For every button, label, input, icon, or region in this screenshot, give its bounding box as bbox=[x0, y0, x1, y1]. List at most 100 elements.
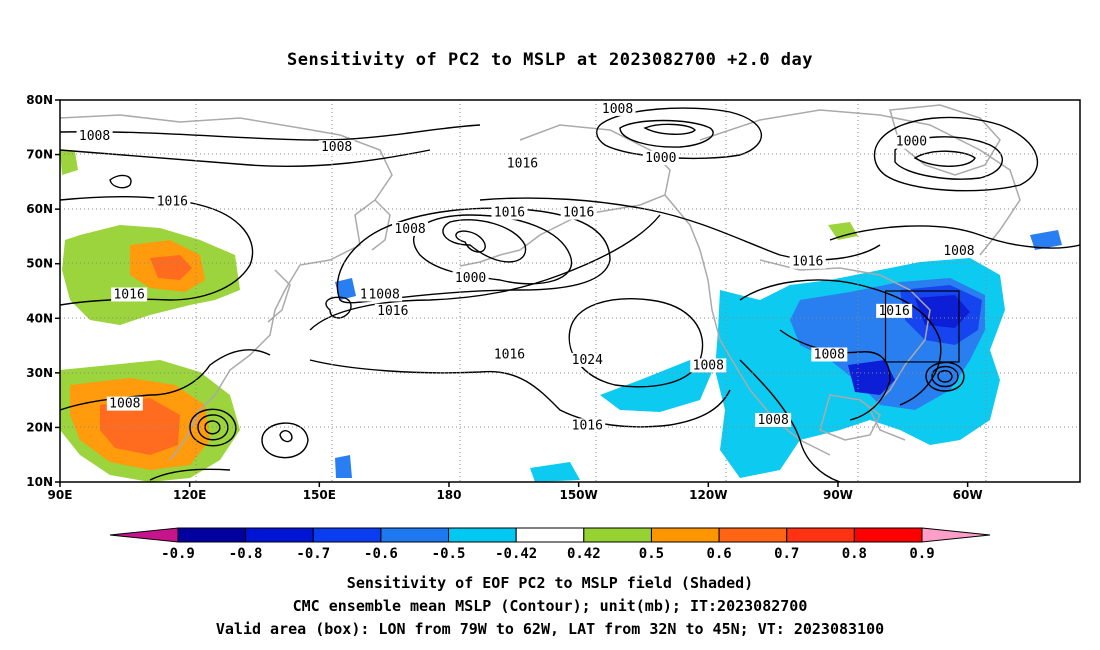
contour-label: 1008 bbox=[693, 358, 724, 373]
colorbar-label: -0.9 bbox=[161, 546, 195, 562]
contour-label: 1000 bbox=[645, 151, 676, 166]
lon-tick-label: 120W bbox=[689, 488, 727, 502]
contour-label: 1008 bbox=[321, 140, 352, 155]
map-title: Sensitivity of PC2 to MSLP at 2023082700… bbox=[286, 50, 813, 70]
contour-label-bg bbox=[940, 243, 977, 258]
negative-patch-pacific-blue bbox=[335, 455, 352, 478]
colorbar-swatch bbox=[853, 527, 923, 543]
contour-label: 1024 bbox=[572, 353, 603, 368]
contour-label-bg bbox=[569, 418, 606, 433]
colorbar-low-triangle bbox=[109, 527, 179, 543]
contour-north-am-1016 bbox=[479, 197, 881, 261]
coastline-aleutians bbox=[459, 249, 521, 267]
caption-line-1: Sensitivity of EOF PC2 to MSLP field (Sh… bbox=[346, 574, 754, 592]
colorbar-swatch bbox=[177, 527, 247, 543]
coastline-greenland bbox=[889, 104, 1001, 176]
contour-label: 1016 bbox=[157, 195, 188, 210]
colorbar-label: -0.7 bbox=[296, 546, 330, 562]
lat-tick-label: 10N bbox=[26, 475, 53, 489]
colorbar-swatch bbox=[650, 527, 720, 543]
colorbar-label: -0.6 bbox=[364, 546, 398, 562]
lat-tick-label: 80N bbox=[26, 93, 53, 107]
contour-label: 1008 bbox=[394, 222, 425, 237]
contour-label-bg bbox=[569, 352, 606, 367]
contour-label-bg bbox=[374, 303, 411, 318]
lat-tick-label: 20N bbox=[26, 420, 53, 434]
contour-label-bg bbox=[318, 140, 355, 155]
contour-north-1 bbox=[60, 124, 481, 141]
contour-greenland-low-1 bbox=[873, 116, 1039, 192]
contour-label-bg bbox=[106, 396, 143, 411]
lon-tick-label: 150E bbox=[303, 488, 336, 502]
contour-atlantic-1008 bbox=[829, 225, 1080, 249]
coastline-asia bbox=[60, 114, 393, 461]
contour-label: 1016 bbox=[113, 287, 144, 302]
contour-beaufort-core bbox=[643, 123, 696, 135]
coastline-japan bbox=[267, 269, 291, 323]
contour-label: 1008 bbox=[943, 244, 974, 259]
contour-kuril-low bbox=[325, 296, 352, 319]
contour-label-bg bbox=[392, 221, 429, 236]
coastline-alaska bbox=[519, 124, 671, 251]
contour-north-2 bbox=[60, 149, 431, 167]
mslp-contours bbox=[60, 107, 1080, 482]
lon-tick-label: 120E bbox=[173, 488, 206, 502]
lon-tick-label: 180 bbox=[436, 488, 461, 502]
contour-hurricane-1 bbox=[937, 370, 953, 383]
coastline-kamchatka bbox=[371, 199, 391, 251]
contour-label: 1008 bbox=[109, 397, 140, 412]
contour-label-bg bbox=[599, 101, 636, 116]
colorbar-label: 0.5 bbox=[639, 546, 664, 562]
contour-label-bg bbox=[452, 271, 489, 286]
contour-hurricane-3 bbox=[925, 361, 965, 392]
valid-area-box bbox=[884, 290, 960, 363]
contour-label-bg bbox=[690, 358, 727, 373]
contour-label: 1000 bbox=[455, 271, 486, 286]
negative-patch-gulf-core bbox=[848, 360, 895, 395]
contour-label-bg bbox=[154, 194, 191, 209]
colorbar-label: -0.5 bbox=[432, 546, 466, 562]
contour-trop-small-2 bbox=[261, 422, 309, 459]
contour-gulf-1008 bbox=[779, 329, 891, 421]
contour-label-bg bbox=[491, 205, 528, 220]
negative-patch-pacific-north bbox=[335, 278, 356, 300]
contour-label: 1016 bbox=[507, 156, 538, 171]
contour-label-bg bbox=[560, 205, 597, 220]
longitude-axis: 90E 120E 150E 180 150W 120W 90W 60W bbox=[48, 482, 983, 502]
contour-label-bg bbox=[755, 412, 792, 427]
coastlines bbox=[60, 104, 1021, 461]
lon-tick-label: 90W bbox=[823, 488, 853, 502]
coastline-north-america-east bbox=[759, 259, 931, 441]
contour-label: 1008 bbox=[602, 102, 633, 117]
colorbar-swatch bbox=[380, 527, 450, 543]
contour-label: 1008 bbox=[814, 347, 845, 362]
contour-east-us-1016 bbox=[739, 279, 942, 406]
contour-label: 1016 bbox=[878, 304, 909, 319]
contour-label-bg bbox=[642, 151, 679, 166]
colorbar-swatch bbox=[786, 527, 855, 543]
contour-greenland-low-2 bbox=[894, 136, 1003, 180]
contour-asia-small bbox=[109, 174, 132, 189]
contour-pacific-1016 bbox=[309, 214, 661, 331]
contour-label: 1008 bbox=[79, 129, 110, 144]
colorbar-swatch bbox=[245, 527, 314, 543]
positive-patch-west bbox=[60, 150, 78, 175]
coastline-arctic bbox=[699, 109, 1021, 256]
contour-mexico-1008 bbox=[739, 359, 841, 482]
colorbar-swatch bbox=[583, 527, 652, 543]
lat-tick-label: 40N bbox=[26, 311, 53, 325]
contour-label: 1008 bbox=[757, 413, 788, 428]
colorbar-swatch bbox=[312, 527, 382, 543]
latitude-axis: 80N 70N 60N 50N 40N 30N 20N 10N bbox=[26, 93, 60, 489]
contour-label-bg bbox=[76, 129, 113, 144]
positive-patch-pacific-ne bbox=[828, 222, 858, 240]
colorbar-swatch bbox=[448, 527, 517, 543]
contour-label: 1016 bbox=[377, 304, 408, 319]
contour-label: 1016 bbox=[792, 255, 823, 270]
contour-beaufort-inner bbox=[619, 119, 714, 148]
caption-line-3: Valid area (box): LON from 79W to 62W, L… bbox=[215, 620, 885, 638]
contour-asia-south-1008 bbox=[60, 349, 271, 411]
contour-aleutian-low-2 bbox=[455, 230, 486, 253]
colorbar: -0.9 -0.8 -0.7 -0.6 -0.5 -0.42 0.42 0.5 0.6 0.7 0.… bbox=[109, 527, 991, 562]
